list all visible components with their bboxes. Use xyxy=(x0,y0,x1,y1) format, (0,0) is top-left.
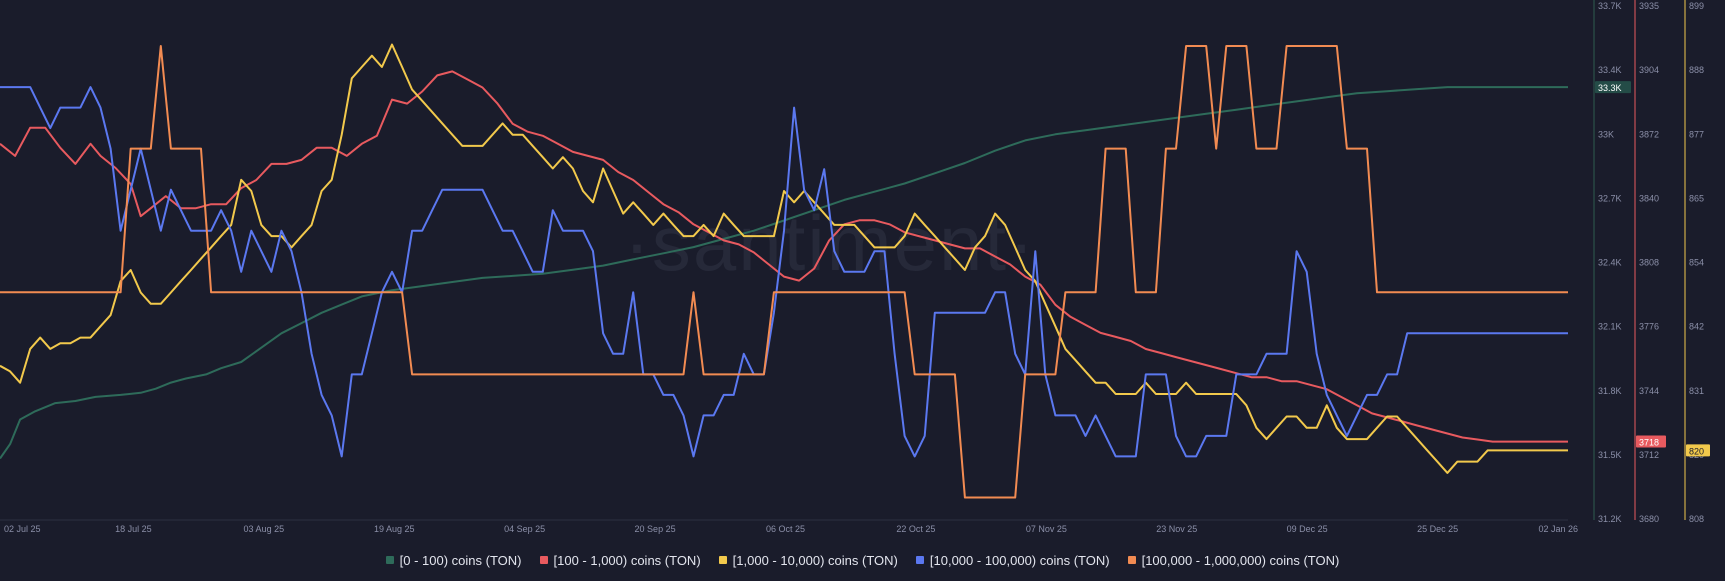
legend-label: [1,000 - 10,000) coins (TON) xyxy=(732,552,898,568)
x-tick-label: 22 Oct 25 xyxy=(896,524,935,534)
y2-tick-label: 3712 xyxy=(1639,450,1659,460)
x-tick-label: 02 Jul 25 xyxy=(4,524,41,534)
x-tick-label: 25 Dec 25 xyxy=(1417,524,1458,534)
series-line-4 xyxy=(0,45,1568,499)
legend-label: [100,000 - 1,000,000) coins (TON) xyxy=(1141,552,1340,568)
legend-swatch xyxy=(915,556,924,564)
y2-tick-label: 3840 xyxy=(1639,193,1659,203)
x-tick-label: 04 Sep 25 xyxy=(504,524,545,534)
y3-tick-label: 854 xyxy=(1689,258,1704,268)
x-tick-label: 06 Oct 25 xyxy=(766,524,805,534)
badge-label-1: 3718 xyxy=(1639,438,1659,448)
axes-layer: 33.7K 33.4K 33K 32.7K 32.4K 32.1K 31.8K 31.5K 31… xyxy=(0,0,1704,534)
y2-tick-label: 3904 xyxy=(1639,65,1659,75)
y1-tick-label: 33.4K xyxy=(1598,65,1622,75)
x-tick-label: 09 Dec 25 xyxy=(1287,524,1328,534)
series-layer xyxy=(0,43,1568,499)
y2-tick-label: 3680 xyxy=(1639,514,1659,524)
legend-label: [0 - 100) coins (TON) xyxy=(399,552,522,568)
y3-tick-label: 888 xyxy=(1689,65,1704,75)
legend-label: [100 - 1,000) coins (TON) xyxy=(553,552,701,568)
y3-tick-label: 831 xyxy=(1689,386,1704,396)
y3-tick-label: 899 xyxy=(1689,1,1704,11)
badge-bg-2 xyxy=(1686,444,1710,457)
y1-tick-label: 31.8K xyxy=(1598,386,1622,396)
legend-item-1[interactable]: [100 - 1,000) coins (TON) xyxy=(539,552,701,568)
y1-tick-label: 31.2K xyxy=(1598,514,1622,524)
y2-tick-label: 3808 xyxy=(1639,258,1659,268)
x-tick-label: 19 Aug 25 xyxy=(374,524,415,534)
y3-tick-label: 842 xyxy=(1689,322,1704,332)
y1-tick-label: 32.7K xyxy=(1598,193,1622,203)
y2-tick-label: 3776 xyxy=(1639,322,1659,332)
badge-label-2: 820 xyxy=(1689,446,1704,456)
legend-swatch xyxy=(539,556,548,564)
legend-item-2[interactable]: [1,000 - 10,000) coins (TON) xyxy=(718,552,898,568)
x-tick-label: 02 Jan 26 xyxy=(1538,524,1578,534)
series-line-0 xyxy=(0,86,1568,460)
x-tick-label: 18 Jul 25 xyxy=(115,524,152,534)
legend-label: [10,000 - 100,000) coins (TON) xyxy=(929,552,1110,568)
series-line-2 xyxy=(0,43,1568,474)
y1-tick-label: 33.7K xyxy=(1598,1,1622,11)
y3-tick-label: 808 xyxy=(1689,514,1704,524)
x-tick-label: 07 Nov 25 xyxy=(1026,524,1067,534)
legend-item-3[interactable]: [10,000 - 100,000) coins (TON) xyxy=(915,552,1110,568)
legend-swatch xyxy=(718,556,727,564)
y2-tick-label: 3744 xyxy=(1639,386,1659,396)
legend-item-0[interactable]: [0 - 100) coins (TON) xyxy=(385,552,522,568)
x-tick-label: 20 Sep 25 xyxy=(635,524,676,534)
legend-item-4[interactable]: [100,000 - 1,000,000) coins (TON) xyxy=(1127,552,1340,568)
legend-swatch xyxy=(385,556,394,564)
badge-bg-0 xyxy=(1595,81,1631,94)
y1-tick-label: 31.5K xyxy=(1598,450,1622,460)
legend-swatch xyxy=(1127,556,1136,564)
series-line-3 xyxy=(0,86,1568,458)
x-tick-label: 23 Nov 25 xyxy=(1156,524,1197,534)
legend: [0 - 100) coins (TON) [100 - 1,000) coins… xyxy=(0,548,1725,572)
x-tick-label: 03 Aug 25 xyxy=(244,524,285,534)
value-badges: 33.3K 3718 820 xyxy=(1595,81,1710,457)
y2-tick-label: 3935 xyxy=(1639,1,1659,11)
badge-label-0: 33.3K xyxy=(1598,83,1622,93)
y3-tick-label: 877 xyxy=(1689,129,1704,139)
y1-tick-label: 32.1K xyxy=(1598,322,1622,332)
y1-tick-label: 33K xyxy=(1598,129,1614,139)
y3-tick-label: 865 xyxy=(1689,193,1704,203)
badge-bg-1 xyxy=(1636,435,1666,448)
y2-tick-label: 3872 xyxy=(1639,129,1659,139)
y1-tick-label: 32.4K xyxy=(1598,258,1622,268)
